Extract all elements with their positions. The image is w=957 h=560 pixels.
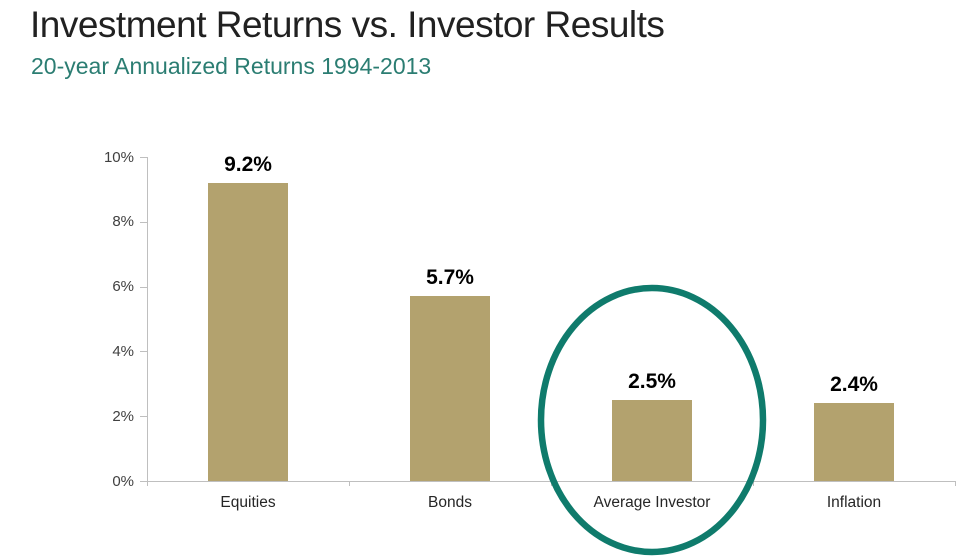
x-tick-mark bbox=[349, 481, 350, 486]
page-title: Investment Returns vs. Investor Results bbox=[30, 4, 665, 45]
y-tick-label: 10% bbox=[103, 148, 134, 166]
bar-average-investor bbox=[612, 400, 692, 481]
category-label-inflation: Inflation bbox=[826, 494, 882, 511]
y-tick-mark bbox=[140, 221, 147, 223]
y-tick-mark bbox=[140, 416, 147, 418]
y-tick-mark bbox=[140, 481, 147, 482]
page-subtitle: 20-year Annualized Returns 1994-2013 bbox=[31, 53, 432, 79]
y-tick-mark bbox=[140, 286, 147, 288]
bar-value-label: 5.7% bbox=[426, 266, 474, 290]
x-tick-mark bbox=[753, 481, 754, 486]
y-tick-label: 0% bbox=[112, 472, 134, 490]
bar-value-label: 2.5% bbox=[628, 370, 676, 393]
bar-equities bbox=[208, 182, 288, 481]
y-tick-label: 2% bbox=[112, 407, 134, 425]
y-tick-mark bbox=[140, 351, 147, 353]
bar-bonds bbox=[410, 296, 490, 481]
y-tick-label: 6% bbox=[112, 278, 134, 296]
y-tick-mark bbox=[140, 157, 147, 158]
y-tick-label: 4% bbox=[112, 342, 134, 360]
bar-inflation bbox=[814, 403, 894, 481]
bar-value-label: 2.4% bbox=[830, 373, 878, 397]
x-tick-mark bbox=[955, 481, 956, 486]
category-label-average-investor: Average Investor bbox=[593, 494, 711, 511]
category-label-equities: Equities bbox=[220, 494, 276, 511]
bar-value-label: 9.2% bbox=[224, 152, 272, 176]
x-tick-mark bbox=[147, 481, 148, 486]
y-axis-line bbox=[147, 157, 148, 481]
category-label-bonds: Bonds bbox=[428, 494, 472, 511]
y-tick-label: 8% bbox=[112, 213, 134, 231]
x-tick-mark bbox=[551, 481, 552, 486]
